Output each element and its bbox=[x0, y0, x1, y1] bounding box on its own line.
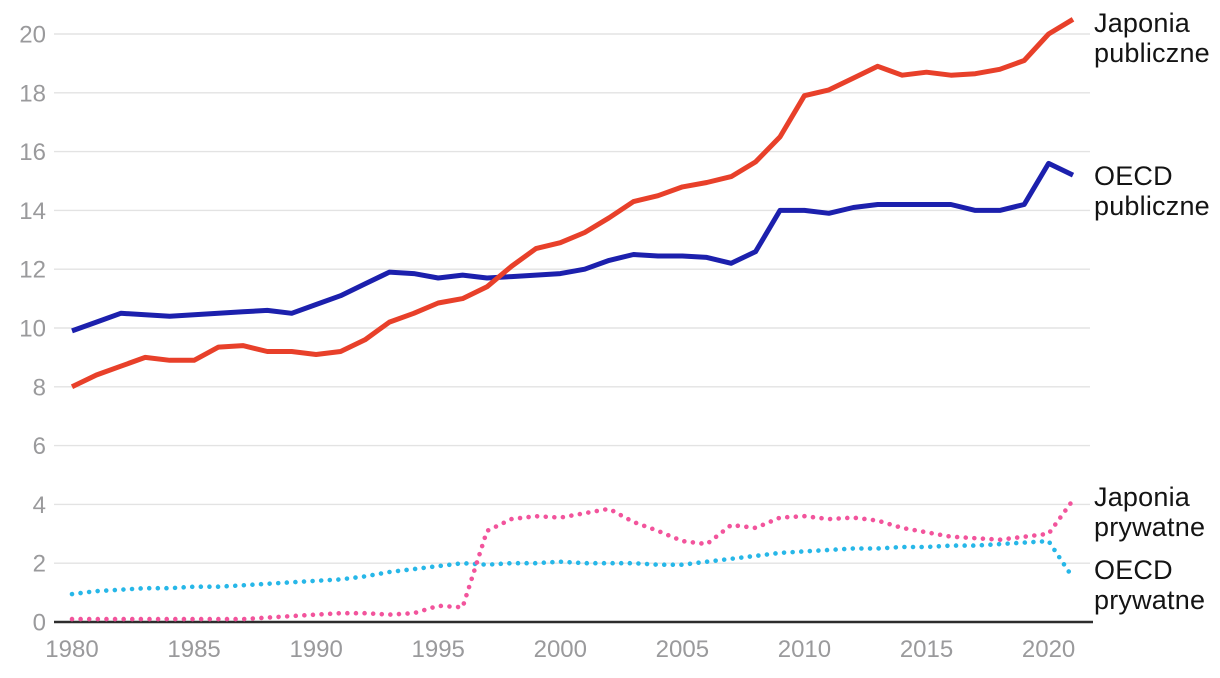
y-tick-label: 0 bbox=[33, 610, 46, 637]
x-tick-label: 2010 bbox=[778, 636, 831, 663]
y-tick-label: 20 bbox=[19, 22, 46, 49]
x-tick-label: 2000 bbox=[534, 636, 587, 663]
y-tick-label: 10 bbox=[19, 316, 46, 343]
series-label-japonia-publiczne: Japonia publiczne bbox=[1094, 8, 1210, 68]
series-line-japonia-prywatne bbox=[69, 497, 1076, 622]
y-tick-label: 18 bbox=[19, 80, 46, 107]
y-tick-label: 16 bbox=[19, 139, 46, 166]
y-tick-label: 12 bbox=[19, 257, 46, 284]
y-tick-label: 14 bbox=[19, 198, 46, 225]
series-label-oecd-publiczne: OECD publiczne bbox=[1094, 161, 1210, 221]
series-line-japonia-publiczne bbox=[70, 17, 1075, 390]
x-tick-label: 1995 bbox=[412, 636, 465, 663]
y-tick-label: 2 bbox=[33, 551, 46, 578]
x-tick-label: 2015 bbox=[900, 636, 953, 663]
y-tick-label: 6 bbox=[33, 433, 46, 460]
x-tick-label: 1985 bbox=[167, 636, 220, 663]
y-tick-label: 4 bbox=[33, 492, 46, 519]
x-tick-label: 1980 bbox=[45, 636, 98, 663]
y-tick-label: 8 bbox=[33, 374, 46, 401]
series-label-oecd-prywatne: OECD prywatne bbox=[1094, 555, 1206, 615]
x-tick-label: 1990 bbox=[289, 636, 342, 663]
x-tick-label: 2020 bbox=[1022, 636, 1075, 663]
series-line-oecd-publiczne bbox=[71, 160, 1075, 334]
x-tick-label: 2005 bbox=[656, 636, 709, 663]
series-line-oecd-prywatne bbox=[69, 538, 1076, 597]
series-label-japonia-prywatne: Japonia prywatne bbox=[1094, 482, 1206, 542]
